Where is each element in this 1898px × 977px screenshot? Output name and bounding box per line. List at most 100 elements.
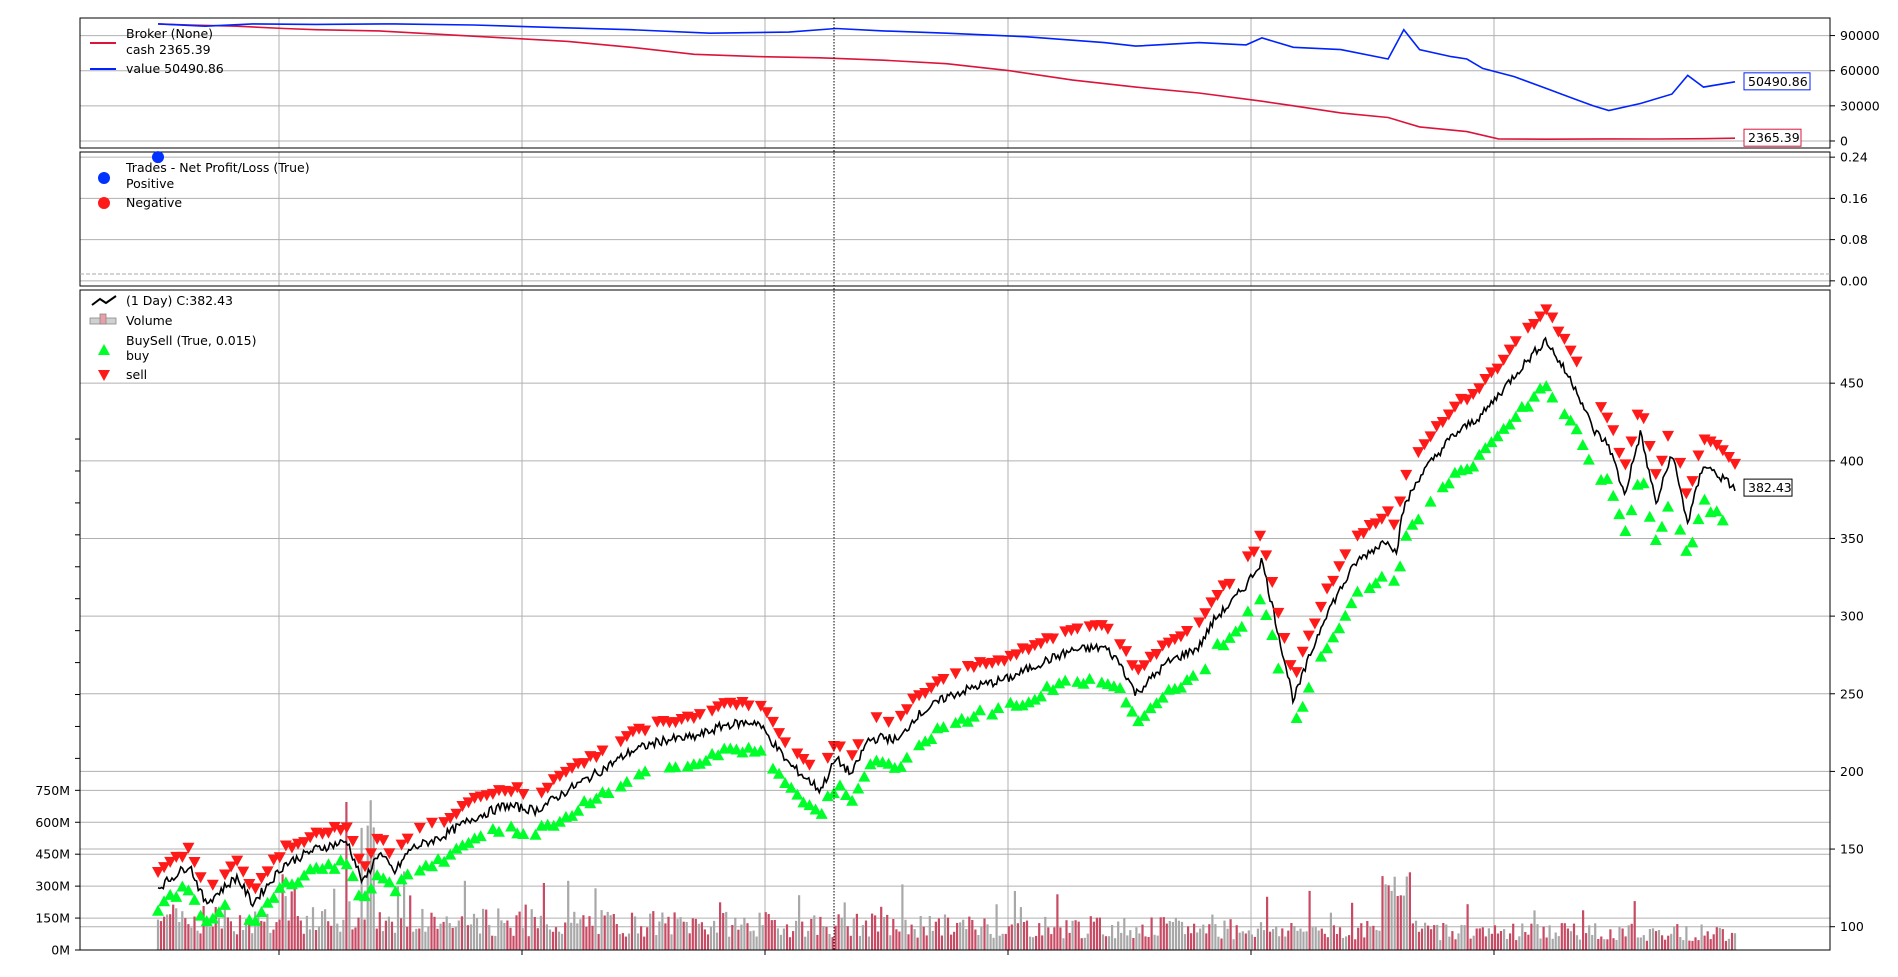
volume-bar	[1417, 931, 1421, 950]
buy-marker	[1004, 696, 1017, 708]
volume-bar	[1621, 928, 1624, 950]
buy-marker	[1199, 663, 1212, 675]
buy-marker	[894, 760, 907, 772]
volume-bar	[1548, 925, 1551, 950]
volume-bar	[725, 911, 728, 950]
volume-bar	[1290, 923, 1293, 950]
volume-bar	[1454, 939, 1457, 950]
trades-legend: Trades - Net Profit/Loss (True) Positive…	[98, 160, 310, 210]
volume-bar	[861, 925, 864, 950]
sell-marker	[900, 704, 913, 716]
volume-bar	[682, 921, 685, 950]
buy-marker	[730, 743, 743, 755]
volume-bar	[874, 915, 877, 950]
sell-marker	[1327, 575, 1340, 587]
volume-bar	[254, 911, 257, 950]
legend-value-label: value 50490.86	[126, 61, 224, 76]
volume-bar	[348, 901, 351, 950]
volume-bar	[387, 916, 390, 950]
volume-bar	[746, 923, 749, 950]
volume-bar	[1709, 939, 1712, 950]
volume-bar	[305, 915, 308, 950]
buy-marker	[973, 704, 986, 716]
buy-marker	[1266, 628, 1279, 640]
close-last-text: 382.43	[1748, 480, 1792, 495]
volume-bar	[855, 913, 858, 950]
volume-bar	[1068, 932, 1071, 950]
buy-marker	[1083, 672, 1096, 684]
volume-bar	[488, 925, 491, 950]
volume-bar	[892, 919, 895, 950]
sell-marker	[444, 812, 457, 824]
sell-marker	[1436, 417, 1449, 429]
volume-bar	[339, 931, 342, 950]
sell-marker	[1357, 528, 1370, 540]
sell-marker	[1552, 326, 1565, 338]
y-tick-label: 100	[1840, 919, 1864, 934]
volume-bar	[1174, 917, 1177, 950]
volume-bar	[1056, 894, 1059, 950]
buy-marker	[1132, 715, 1145, 727]
volume-bar	[235, 934, 239, 950]
sell-marker	[158, 862, 171, 874]
volume-bar	[1232, 939, 1235, 950]
sell-marker	[359, 861, 372, 873]
buy-marker	[517, 827, 530, 839]
volume-bar	[1536, 924, 1539, 950]
y-tick-label: 0.00	[1840, 273, 1868, 288]
volume-bar	[679, 917, 682, 950]
volume-bar	[1457, 933, 1460, 950]
buy-marker	[736, 746, 749, 758]
buy-marker	[1564, 414, 1577, 426]
volume-bar	[214, 907, 217, 950]
buy-marker	[992, 701, 1005, 713]
volume-bar	[1357, 927, 1360, 950]
volume-bar	[585, 926, 588, 950]
volume-bar	[296, 916, 299, 950]
volume-bar	[317, 926, 321, 950]
volume-bar	[539, 915, 542, 950]
sell-marker	[152, 867, 164, 879]
volume-bar	[871, 913, 874, 950]
sell-marker	[231, 855, 244, 867]
volume-bar	[278, 919, 281, 950]
volume-bar	[962, 919, 965, 950]
volume-bar	[433, 916, 436, 950]
volume-bar	[1706, 931, 1709, 950]
volume-bar	[1150, 917, 1153, 950]
buy-marker	[1436, 481, 1449, 493]
volume-bar	[1029, 936, 1032, 950]
volume-bar	[1563, 923, 1566, 950]
volume-bar	[1253, 936, 1256, 950]
volume-bar	[1126, 935, 1129, 950]
volume-bar	[1381, 876, 1384, 950]
volume-bar	[293, 889, 296, 950]
sell-marker	[1095, 620, 1108, 632]
volume-bar	[1530, 923, 1533, 950]
sell-marker	[255, 873, 268, 885]
buy-marker	[955, 712, 968, 724]
volume-bar	[864, 920, 868, 950]
volume-tick-label: 0M	[51, 943, 70, 958]
buy-marker	[340, 858, 353, 870]
buy-marker	[633, 768, 646, 780]
volume-bar	[1724, 940, 1727, 950]
volume-bar	[1730, 932, 1734, 950]
volume-bar	[1135, 927, 1138, 950]
volume-bar	[646, 927, 649, 950]
volume-bar	[1393, 876, 1396, 950]
y-tick-label: 60000	[1840, 63, 1880, 78]
buy-marker	[383, 876, 396, 888]
volume-bar	[430, 912, 433, 950]
volume-bar	[281, 874, 284, 950]
volume-bar	[965, 929, 968, 950]
sell-marker	[1272, 607, 1285, 619]
buy-marker	[699, 754, 712, 766]
volume-bar	[1241, 931, 1244, 950]
buy-marker	[1345, 597, 1358, 609]
buy-marker	[1053, 677, 1066, 689]
volume-bar	[785, 924, 789, 950]
volume-bar	[1493, 925, 1497, 950]
sell-marker	[730, 699, 743, 711]
buy-marker	[322, 858, 335, 870]
